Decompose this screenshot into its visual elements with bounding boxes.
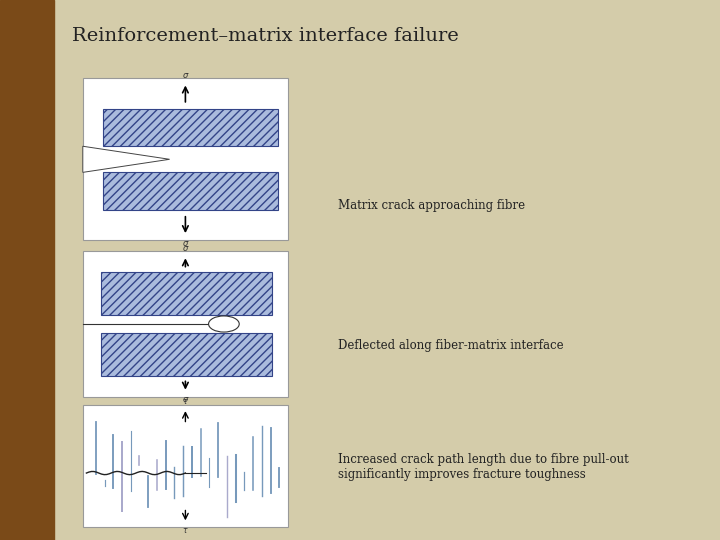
Bar <box>83 405 288 526</box>
Bar <box>104 109 278 146</box>
Bar <box>83 251 288 397</box>
Ellipse shape <box>209 316 239 332</box>
Text: $\sigma$: $\sigma$ <box>181 244 189 253</box>
Bar <box>102 272 271 314</box>
Text: $\sigma$: $\sigma$ <box>181 239 189 248</box>
Text: $\sigma$: $\sigma$ <box>181 71 189 80</box>
Text: $\sigma$: $\sigma$ <box>181 395 189 404</box>
Bar <box>83 78 288 240</box>
Text: $\tau$: $\tau$ <box>182 526 189 535</box>
Bar <box>0 0 54 540</box>
Bar <box>86 407 285 524</box>
Text: Deflected along fiber-matrix interface: Deflected along fiber-matrix interface <box>338 339 564 352</box>
Polygon shape <box>83 146 170 172</box>
Bar <box>102 334 271 376</box>
Bar <box>104 172 278 210</box>
Text: Increased crack path length due to fibre pull-out
significantly improves fractur: Increased crack path length due to fibre… <box>338 453 629 481</box>
Text: Reinforcement–matrix interface failure: Reinforcement–matrix interface failure <box>72 27 459 45</box>
Text: Matrix crack approaching fibre: Matrix crack approaching fibre <box>338 199 526 212</box>
Text: $\tau$: $\tau$ <box>182 396 189 406</box>
